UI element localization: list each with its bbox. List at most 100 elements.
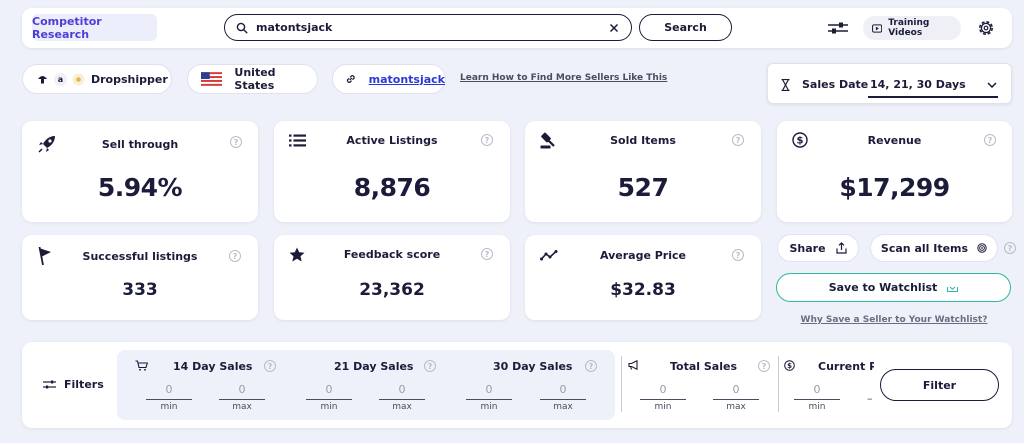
country-label: United States: [234, 66, 276, 92]
help-icon[interactable]: ?: [264, 360, 276, 372]
svg-text:$: $: [797, 136, 804, 147]
why-save-link[interactable]: Why Save a Seller to Your Watchlist?: [800, 315, 988, 325]
feedback-score-label: Feedback score: [343, 248, 441, 261]
total-sales-label: Total Sales: [670, 360, 738, 373]
platform-pill[interactable]: a Dropshipper: [22, 64, 172, 94]
help-icon[interactable]: ?: [481, 134, 493, 146]
list-icon: [289, 134, 306, 147]
input-underline: [713, 399, 759, 400]
day14-min-input[interactable]: 0: [165, 383, 173, 396]
input-underline: [794, 399, 840, 400]
help-icon[interactable]: ?: [424, 360, 436, 372]
help-icon[interactable]: ?: [758, 360, 770, 372]
help-icon[interactable]: ?: [230, 136, 242, 148]
revenue-card: $ Revenue ? $17,299: [777, 121, 1012, 222]
help-icon[interactable]: ?: [481, 248, 493, 260]
learn-more-link[interactable]: Learn How to Find More Sellers Like This: [460, 73, 668, 83]
filters-label: Filters: [64, 378, 104, 391]
dollar-circle-icon: $: [784, 360, 795, 371]
active-listings-value: 8,876: [353, 173, 431, 202]
day30-min-input[interactable]: 0: [485, 383, 493, 396]
target-icon: [977, 243, 987, 253]
input-underline: [379, 399, 425, 400]
sell-through-card: Sell through ? 5.94%: [22, 121, 258, 222]
search-value: matontsjack: [256, 21, 333, 34]
min-caption: min: [654, 402, 672, 412]
max-caption: max: [553, 402, 573, 412]
help-icon[interactable]: ?: [732, 249, 744, 261]
total-sales-max-input[interactable]: 0: [732, 383, 740, 396]
input-underline: [466, 399, 512, 400]
sales-date-label: Sales Date: [802, 78, 869, 91]
sell-through-label: Sell through: [101, 138, 179, 151]
save-watchlist-button[interactable]: Save to Watchlist: [776, 273, 1011, 302]
training-videos-button[interactable]: Training Videos: [863, 16, 961, 40]
sliders-icon[interactable]: [827, 21, 849, 35]
day30-max-input[interactable]: 0: [559, 383, 567, 396]
input-underline: [306, 399, 352, 400]
trend-line-icon: [540, 250, 558, 261]
max-caption: max: [392, 402, 412, 412]
share-button[interactable]: Share: [777, 234, 859, 262]
revenue-value: $17,299: [839, 173, 950, 202]
inbox-icon: [947, 286, 959, 292]
tab-competitor-research[interactable]: Competitor Research: [32, 14, 157, 41]
input-underline: [640, 399, 686, 400]
day21-min-input[interactable]: 0: [325, 383, 333, 396]
successful-listings-label: Successful listings: [82, 250, 198, 263]
seller-link-pill[interactable]: matontsjack: [332, 64, 446, 94]
gavel-icon: [540, 132, 555, 149]
feedback-score-card: Feedback score ? 23,362: [274, 235, 510, 320]
current-price-label: Current Pr: [818, 360, 874, 373]
svg-text:$: $: [787, 362, 792, 370]
filter-button[interactable]: Filter: [880, 369, 999, 401]
min-caption: min: [808, 402, 826, 412]
chevron-down-icon: [987, 82, 997, 88]
clear-icon[interactable]: [609, 23, 619, 33]
day14-max-input[interactable]: 0: [238, 383, 246, 396]
gear-icon[interactable]: [977, 19, 995, 37]
filter-sliders-icon: [43, 380, 56, 389]
active-listings-card: Active Listings ? 8,876: [274, 121, 510, 222]
us-flag-icon: [201, 72, 223, 86]
filter-button-label: Filter: [922, 378, 957, 392]
scan-all-items-button[interactable]: Scan all Items: [870, 234, 998, 262]
share-icon: [835, 242, 847, 254]
max-caption: max: [726, 402, 746, 412]
megaphone-icon: [628, 360, 638, 370]
link-icon: [346, 75, 355, 83]
country-pill[interactable]: United States: [187, 64, 318, 94]
sales-date-underline: [868, 96, 998, 98]
video-play-icon: [872, 23, 883, 33]
tab-label: Competitor Research: [32, 14, 102, 41]
dollar-circle-icon: $: [792, 132, 808, 148]
amazon-icon: a: [54, 72, 67, 86]
help-icon[interactable]: ?: [229, 250, 241, 262]
day21-max-input[interactable]: 0: [398, 383, 406, 396]
sales-date-select[interactable]: Sales Date 14, 21, 30 Days: [767, 63, 1012, 104]
seller-link[interactable]: matontsjack: [368, 72, 445, 86]
scan-all-label: Scan all Items: [880, 241, 969, 255]
total-sales-min-input[interactable]: 0: [659, 383, 667, 396]
day30-label: 30 Day Sales: [493, 360, 573, 373]
help-icon[interactable]: ?: [984, 134, 996, 146]
search-input[interactable]: matontsjack: [224, 14, 632, 41]
input-underline: [219, 399, 265, 400]
rocket-icon: [38, 136, 55, 153]
help-icon[interactable]: ?: [585, 360, 597, 372]
day21-label: 21 Day Sales: [334, 360, 414, 373]
sold-items-card: Sold Items ? 527: [525, 121, 761, 222]
current-price-min-input[interactable]: 0: [813, 383, 821, 396]
filter-divider: [621, 356, 622, 412]
sales-filter-group: [117, 350, 615, 420]
help-icon[interactable]: ?: [1004, 242, 1016, 254]
star-icon: [289, 247, 305, 262]
active-listings-label: Active Listings: [346, 134, 438, 147]
cart-icon: [135, 360, 148, 371]
feedback-score-value: 23,362: [359, 280, 425, 300]
day14-label: 14 Day Sales: [173, 360, 253, 373]
help-icon[interactable]: ?: [732, 134, 744, 146]
sold-items-label: Sold Items: [610, 134, 676, 147]
search-button[interactable]: Search: [639, 14, 732, 41]
min-caption: min: [480, 402, 498, 412]
